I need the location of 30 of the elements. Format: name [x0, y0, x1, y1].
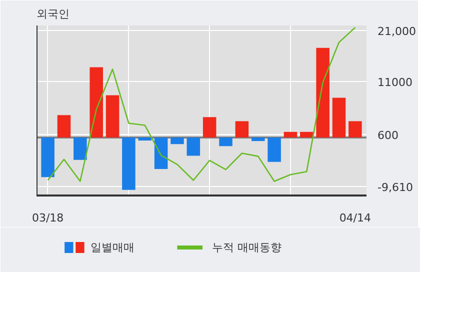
bar — [251, 137, 265, 142]
legend-label: 누적 매매동향 — [212, 241, 282, 254]
y-tick-label: 21,000 — [378, 25, 416, 38]
bar — [122, 137, 136, 190]
bar — [332, 98, 346, 138]
bar — [202, 117, 216, 138]
chart-title: 외국인 — [36, 8, 70, 20]
bar — [90, 67, 103, 138]
bar — [348, 121, 362, 138]
bar — [74, 137, 87, 160]
y-tick-label: 11000 — [378, 76, 412, 89]
bar — [300, 132, 314, 138]
bar — [235, 121, 249, 138]
bar — [316, 48, 330, 138]
legend-label: 일별매매 — [90, 241, 134, 254]
bar — [186, 137, 200, 156]
bar — [154, 137, 168, 170]
bar — [284, 132, 298, 138]
y-tick-label: -9,610 — [378, 180, 413, 194]
x-tick-label: 03/18 — [32, 212, 64, 224]
y-tick-label: 600 — [378, 128, 398, 142]
line-series — [47, 26, 356, 182]
bar — [57, 115, 71, 138]
bar — [138, 137, 152, 141]
bar — [219, 137, 232, 146]
bar — [41, 137, 54, 178]
bar — [170, 137, 184, 144]
bar — [268, 137, 281, 162]
x-tick-label: 04/14 — [339, 212, 372, 224]
bar — [106, 95, 120, 138]
